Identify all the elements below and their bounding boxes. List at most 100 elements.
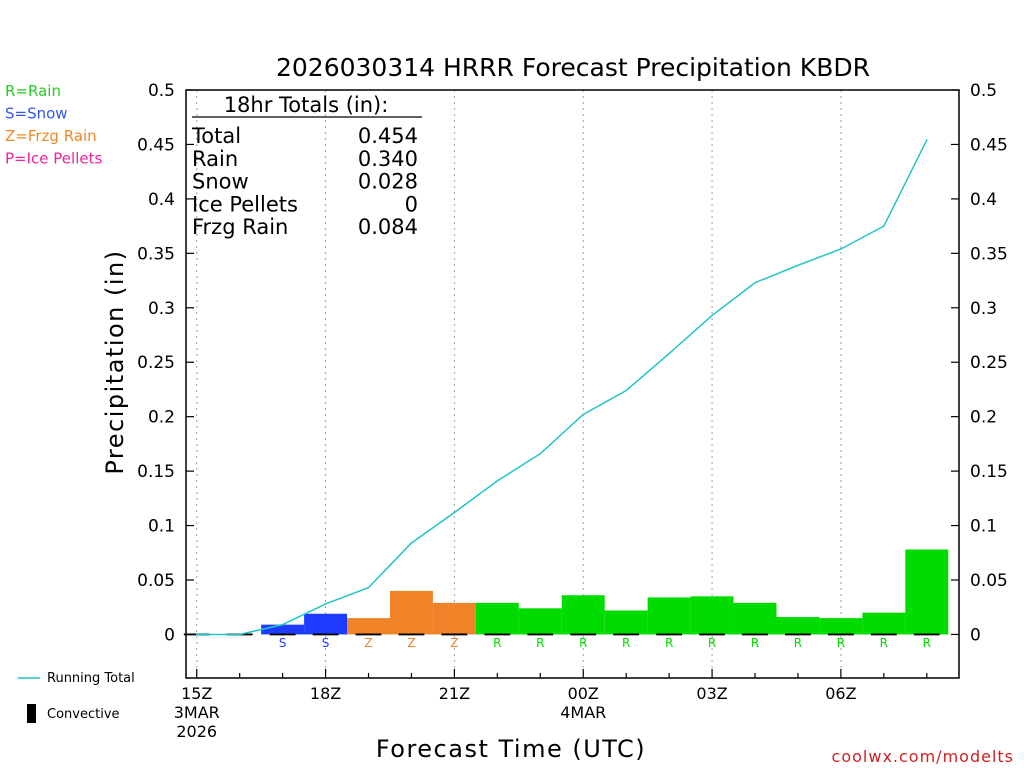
y-tick-label-right: 0.05 <box>970 571 1008 591</box>
y-tick-label-left: 0.05 <box>137 571 175 591</box>
bar <box>432 602 476 635</box>
precip-type-letter: Z <box>364 636 372 650</box>
convective-legend-label: Convective <box>47 707 120 722</box>
y-tick-label-left: 0.35 <box>137 244 175 264</box>
totals-row-label: Frzg Rain <box>192 215 288 239</box>
totals-box: 18hr Totals (in): Total 0.454 Rain 0.340 Sno… <box>191 93 422 239</box>
y-tick-label-right: 0 <box>970 625 981 645</box>
running-total-series <box>195 139 928 636</box>
totals-row-label: Total <box>191 124 241 148</box>
precip-type-letter: R <box>708 636 716 650</box>
running-total-legend-label: Running Total <box>47 671 135 686</box>
running-total-point <box>840 248 842 250</box>
running-total-point <box>754 281 756 284</box>
bar <box>304 613 348 635</box>
totals-row-value: 0 <box>405 192 418 216</box>
x-tick-label: 00Z <box>568 684 599 703</box>
x-tick-label: 21Z <box>439 684 470 703</box>
chart-title: 2026030314 HRRR Forecast Precipitation K… <box>276 53 870 82</box>
y-tick-label-left: 0.3 <box>148 299 175 319</box>
bar <box>690 596 734 635</box>
precip-type-letter: S <box>279 636 287 650</box>
x-tick-label: 4MAR <box>560 703 606 722</box>
y-tick-label-left: 0.25 <box>137 353 175 373</box>
legend-P-label: P=Ice Pellets <box>5 150 102 168</box>
bar <box>776 617 820 635</box>
running-total-point <box>238 633 241 636</box>
y-tick-label-left: 0.2 <box>148 408 175 428</box>
precip-type-legend: R=Rain S=Snow Z=Frzg Rain P=Ice Pellets <box>5 82 102 168</box>
x-axis-label: Forecast Time (UTC) <box>376 735 646 763</box>
watermark: coolwx.com/modelts <box>832 747 1014 766</box>
y-tick-label-right: 0.5 <box>970 81 997 101</box>
y-tick-label-right: 0.2 <box>970 408 997 428</box>
y-axis-label: Precipitation (in) <box>101 249 129 474</box>
y-axis-ticks: 0 0 0.05 0.05 0.1 0.1 0.15 0.15 0.2 0.2 0.25 0.25 0.… <box>137 81 1008 645</box>
running-total-point <box>625 389 627 392</box>
y-tick-label-left: 0.15 <box>137 462 175 482</box>
totals-row-value: 0.028 <box>358 170 418 194</box>
y-tick-label-left: 0.1 <box>148 517 175 537</box>
y-tick-label-left: 0.4 <box>148 190 175 210</box>
y-tick-label-left: 0 <box>164 625 175 645</box>
running-total-point <box>582 413 585 416</box>
running-total-point <box>367 586 370 589</box>
y-tick-label-right: 0.3 <box>970 299 997 319</box>
legend-Z-label: Z=Frzg Rain <box>5 127 97 145</box>
x-tick-label: 18Z <box>310 684 341 703</box>
bar <box>261 624 305 635</box>
bar <box>604 610 648 635</box>
y-tick-label-left: 0.5 <box>148 81 175 101</box>
line-legend: Running Total Convective <box>18 671 135 723</box>
totals-row-label: Snow <box>192 170 249 194</box>
x-tick-label: 3MAR <box>174 703 220 722</box>
running-total-point <box>195 633 198 636</box>
precip-type-letter: R <box>665 636 673 650</box>
bar <box>862 612 906 635</box>
y-tick-label-right: 0.4 <box>970 190 997 210</box>
x-tick-label: 2026 <box>176 722 217 741</box>
running-total-point <box>668 352 670 355</box>
precip-type-letter: S <box>322 636 330 650</box>
totals-row-label: Rain <box>192 147 238 171</box>
y-tick-label-right: 0.25 <box>970 353 1008 373</box>
x-tick-label: 03Z <box>696 684 727 703</box>
bar <box>347 618 390 635</box>
precip-type-letter: R <box>493 636 501 650</box>
bar <box>389 590 433 635</box>
x-tick-label: 15Z <box>181 684 212 703</box>
precip-type-letter: Z <box>450 636 458 650</box>
totals-rows: Total 0.454 Rain 0.340 Snow 0.028 Ice Pellets 0… <box>191 124 418 239</box>
bars <box>261 549 949 635</box>
y-tick-label-right: 0.15 <box>970 462 1008 482</box>
legend-R-label: R=Rain <box>5 82 61 100</box>
x-tick-label: 06Z <box>825 684 856 703</box>
running-total-point <box>410 542 413 544</box>
totals-header: 18hr Totals (in): <box>224 93 389 117</box>
running-total-point <box>281 623 284 626</box>
bar <box>561 595 605 635</box>
bar <box>475 602 519 635</box>
totals-row-value: 0.340 <box>358 147 418 171</box>
running-total-point <box>539 452 542 455</box>
totals-row-value: 0.454 <box>358 124 418 148</box>
y-tick-label-right: 0.45 <box>970 135 1008 155</box>
convective-legend-swatch <box>27 704 36 723</box>
running-total-line <box>196 139 928 636</box>
plot-frame <box>185 89 960 679</box>
precip-type-letter: R <box>579 636 587 650</box>
running-total-point <box>883 225 885 227</box>
bar <box>647 597 691 635</box>
running-total-point <box>324 603 327 605</box>
y-tick-label-right: 0.1 <box>970 517 997 537</box>
y-tick-label-right: 0.35 <box>970 244 1008 264</box>
bar <box>733 602 777 635</box>
precip-type-letter: R <box>622 636 630 650</box>
bar <box>905 549 949 635</box>
legend-S-label: S=Snow <box>5 105 68 123</box>
precip-type-letter: R <box>751 636 759 650</box>
precip-type-letter: Z <box>407 636 415 650</box>
